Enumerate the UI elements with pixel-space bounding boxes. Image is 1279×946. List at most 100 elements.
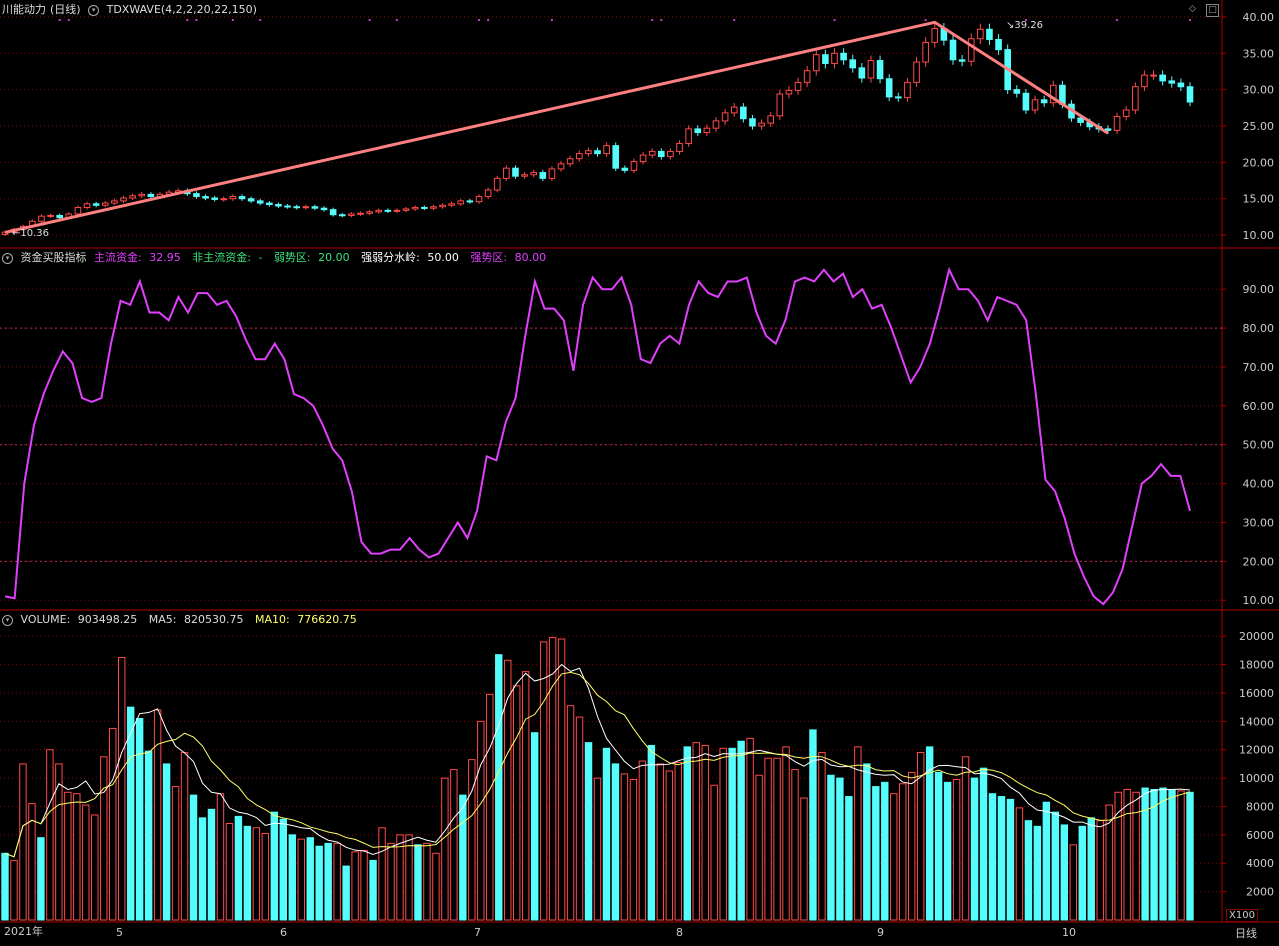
volume-bar (1159, 787, 1167, 921)
candle-body (831, 52, 838, 64)
indicator-title[interactable]: 资金买股指标 (20, 251, 87, 264)
volume-bar (961, 756, 970, 921)
divide-value: 50.00 (427, 251, 459, 264)
weak-value: 20.00 (318, 251, 350, 264)
candle-body (357, 212, 364, 215)
candle-body (320, 207, 328, 211)
candle-body (266, 202, 273, 206)
candle-body (493, 177, 501, 191)
candle-body (1159, 74, 1166, 82)
ma10-value: 776620.75 (297, 613, 357, 626)
settings-circle-icon[interactable]: ▾ (2, 614, 13, 626)
candle-body (457, 200, 465, 205)
indicator-tick-label: 10.00 (1243, 594, 1275, 607)
candle-body (147, 193, 155, 198)
signal-dot (1024, 19, 1027, 21)
candle-body (466, 200, 474, 203)
diamond-icon[interactable]: ◇ (1189, 4, 1196, 14)
candle-body (393, 209, 401, 212)
indicator-tick-label: 40.00 (1243, 478, 1275, 491)
candle-body (338, 214, 346, 217)
volume-bar (800, 797, 808, 921)
candle-body (74, 206, 82, 215)
candle-body (849, 59, 857, 69)
candle-body (612, 145, 620, 169)
non-main-key: 非主流资金: (192, 251, 251, 264)
candle-body (238, 196, 246, 200)
volume-bar (1, 852, 9, 921)
volume-bar (243, 825, 252, 921)
candle-body (794, 81, 802, 91)
candle-body (56, 214, 63, 219)
volume-bar (1177, 790, 1185, 921)
candle-body (1168, 80, 1176, 84)
volume-bar (943, 781, 952, 921)
indicator-tick-label: 80.00 (1243, 322, 1275, 335)
signal-dot (1189, 19, 1191, 21)
candle-body (1132, 86, 1139, 111)
candle-body (721, 112, 729, 122)
volume-bar (782, 746, 790, 921)
close-pane-icon[interactable]: □ (1206, 4, 1219, 17)
volume-bar (369, 859, 377, 921)
price-tick-label: 20.00 (1243, 156, 1275, 169)
indicator-name[interactable]: TDXWAVE(4,2,2,20,22,150) (106, 3, 257, 16)
settings-circle-icon[interactable]: ▾ (88, 4, 100, 16)
candle-body (913, 61, 920, 83)
signal-dot (833, 19, 836, 21)
volume-value: 903498.25 (77, 613, 138, 626)
main-fund-value: 32.95 (149, 251, 181, 264)
candle-body (539, 172, 547, 179)
volume-bar (952, 779, 961, 921)
candle-body (375, 209, 383, 213)
ma10-line (4, 671, 1191, 858)
mid-pane-header: ▾ 资金买股指标 主流资金: 32.95 非主流资金: - 弱势区: 20.00… (2, 251, 554, 265)
volume-bar (486, 693, 494, 921)
volume-tick-label: 2000 (1246, 886, 1274, 899)
signal-dot (195, 19, 198, 21)
candle-body (1013, 89, 1021, 94)
volume-bar (809, 729, 817, 921)
settings-circle-icon[interactable]: ▾ (2, 252, 13, 264)
candle-body (895, 96, 902, 99)
indicator-tick-label: 90.00 (1243, 283, 1275, 296)
candle-body (138, 193, 146, 197)
candle-body (803, 70, 811, 83)
volume-bar (477, 720, 485, 921)
candle-body (521, 174, 528, 177)
volume-bar (216, 793, 225, 921)
candle-body (630, 161, 638, 171)
volume-bar (827, 774, 835, 921)
volume-bar (135, 717, 144, 921)
volume-bar (144, 750, 153, 921)
candle-body (685, 128, 692, 144)
volume-bar (1060, 824, 1069, 921)
volume-bar (979, 767, 988, 921)
volume-bar (297, 838, 305, 921)
volume-tick-label: 4000 (1246, 857, 1274, 870)
candle-body (658, 150, 665, 158)
candle-body (512, 167, 519, 177)
non-main-fund-label: 非主流资金: - (192, 251, 266, 264)
volume-bar (530, 732, 539, 921)
strong-key: 强势区: (470, 251, 508, 264)
volume-bar (1168, 788, 1176, 921)
candle-body (858, 67, 866, 79)
candle-body (730, 106, 738, 114)
main-fund-line (4, 266, 1191, 606)
candle-body (329, 209, 337, 216)
candle-body (931, 28, 939, 43)
candle-body (967, 38, 975, 62)
volume-bar (836, 777, 844, 921)
volume-bar (512, 685, 521, 921)
volume-label: VOLUME: 903498.25 (21, 613, 142, 626)
volume-bar (324, 842, 332, 921)
candle-body (876, 60, 884, 80)
period-switch-button[interactable]: 日线 (1235, 927, 1257, 940)
ma10-key: MA10: (255, 613, 290, 626)
volume-bar (872, 786, 880, 921)
candle-body (129, 195, 136, 199)
x-label-jul: 7 (474, 926, 481, 939)
